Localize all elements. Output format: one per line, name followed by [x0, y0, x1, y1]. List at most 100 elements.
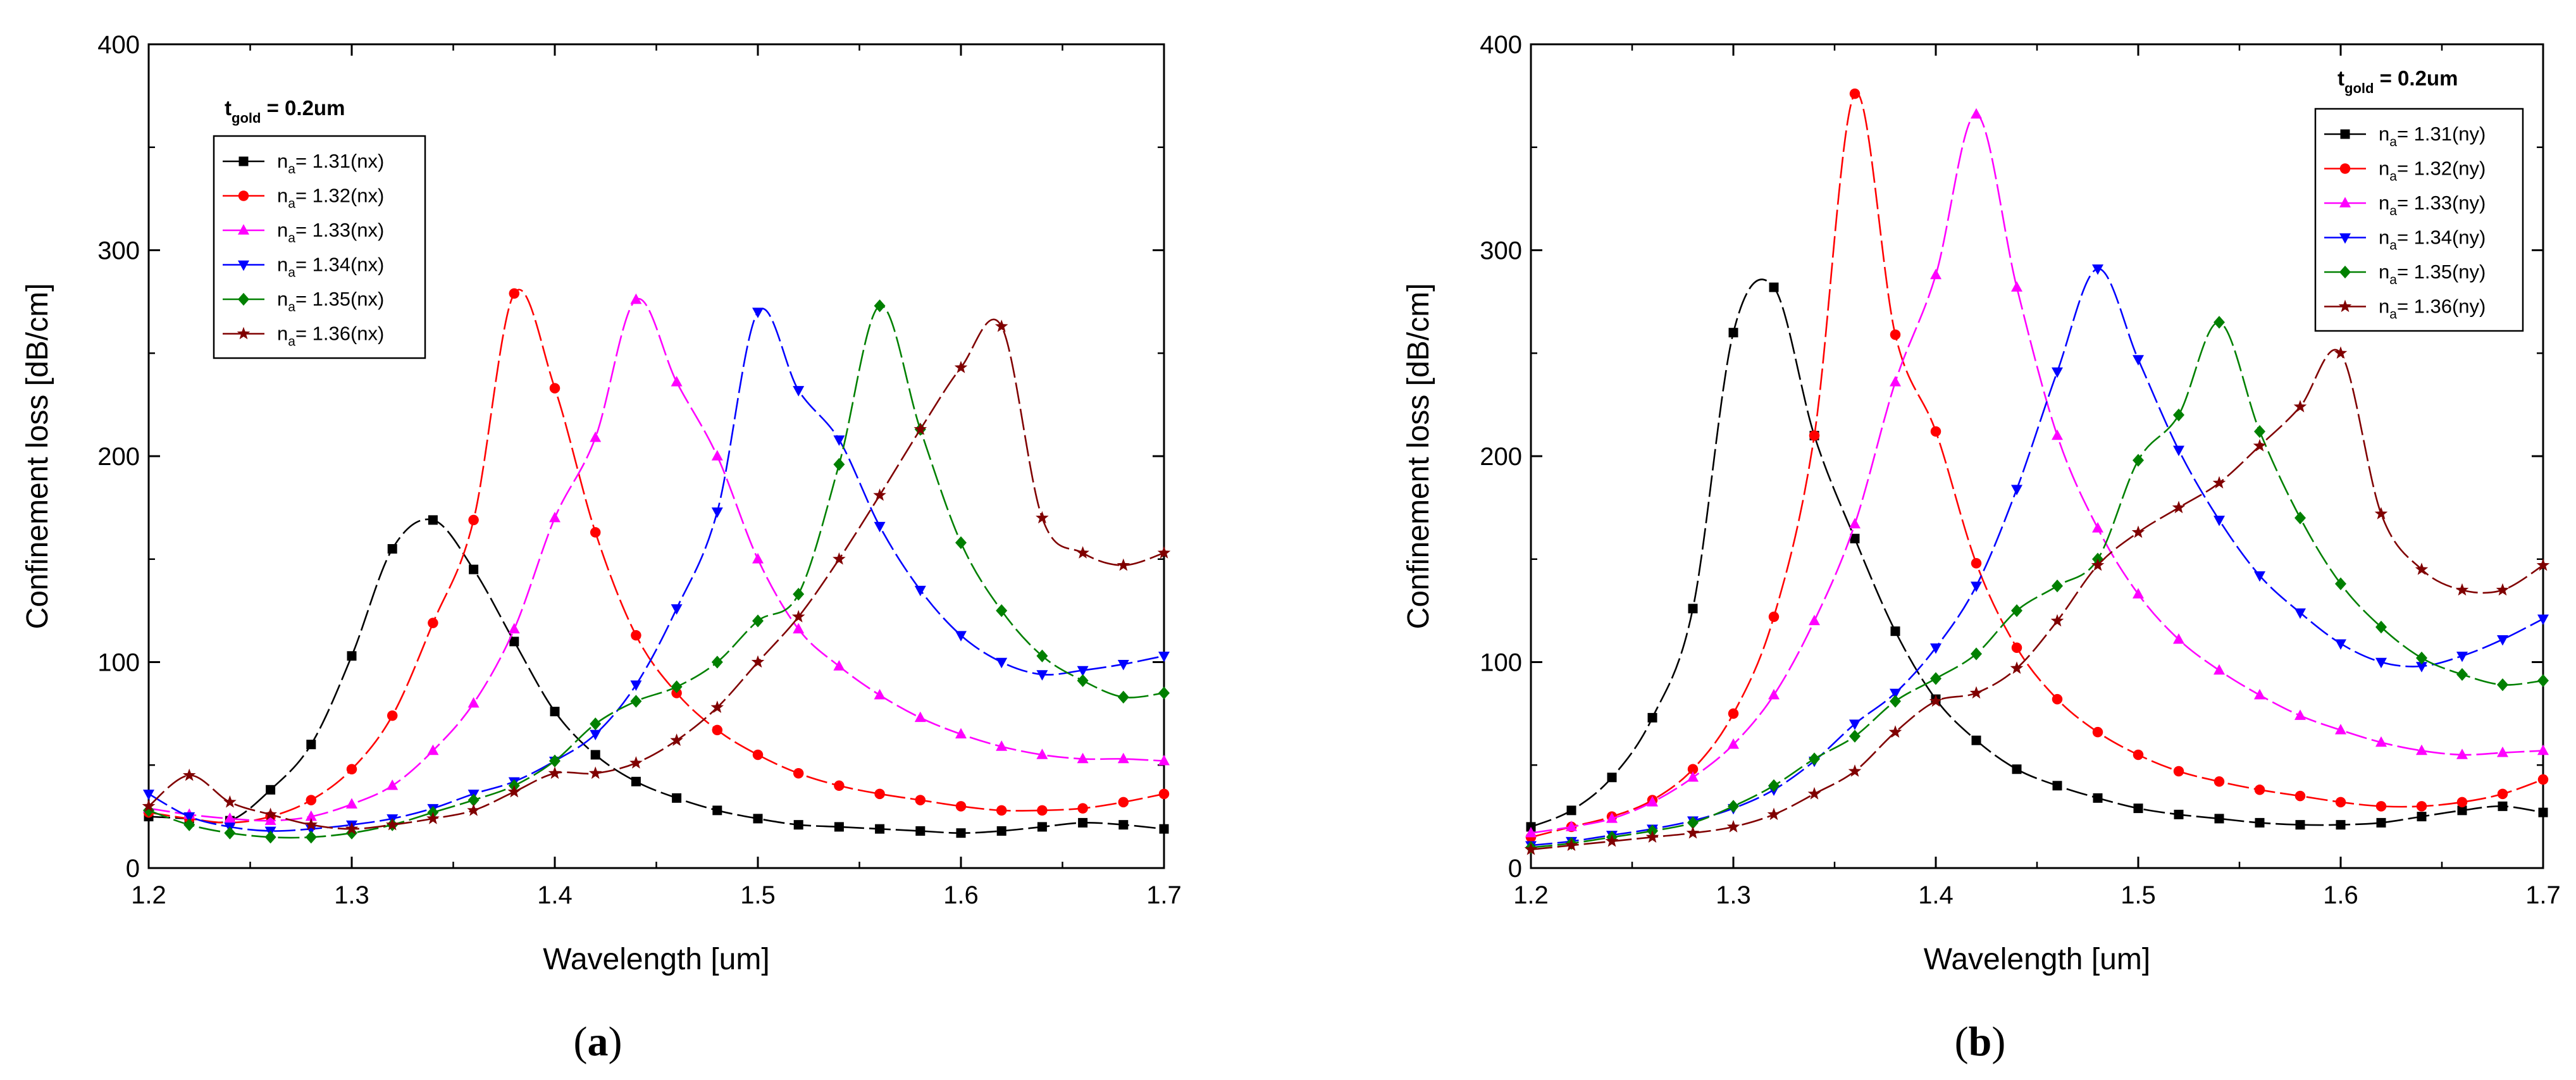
legend-entry-sub: a: [2389, 273, 2397, 287]
data-point: [1849, 719, 1861, 730]
x-tick-label: 1.5: [740, 881, 776, 909]
data-point: [711, 655, 723, 669]
series-line: [1530, 349, 2544, 850]
legend-entry-label: na= 1.36(nx): [277, 323, 384, 349]
data-point: [711, 450, 723, 461]
data-point: [508, 623, 520, 634]
data-point: [994, 320, 1008, 332]
data-point: [631, 630, 641, 641]
data-point: [2416, 801, 2427, 812]
data-point: [996, 805, 1007, 816]
data-point: [2456, 651, 2468, 662]
data-point: [1606, 812, 1618, 823]
data-point: [2497, 746, 2508, 757]
legend-entry-label: na= 1.32(nx): [277, 185, 384, 211]
data-point: [1117, 558, 1130, 571]
data-point: [671, 376, 683, 387]
y-axis-title: Confinement loss [dB/cm]: [21, 283, 54, 630]
data-point: [793, 386, 805, 397]
x-tick-label: 1.5: [2121, 881, 2156, 909]
legend-entry-label: na= 1.31(nx): [277, 150, 384, 177]
series-line: [148, 289, 1165, 824]
data-point: [2011, 485, 2022, 495]
data-point: [2375, 801, 2387, 812]
data-point: [955, 728, 967, 739]
data-point: [954, 361, 968, 373]
data-point: [915, 795, 926, 805]
data-point: [2214, 664, 2225, 675]
data-point: [956, 828, 966, 838]
data-point: [1930, 643, 1941, 654]
data-point: [1890, 376, 1901, 387]
data-point: [387, 779, 399, 790]
legend-entry-main: n: [2379, 295, 2389, 318]
data-point: [1117, 752, 1129, 764]
data-point: [590, 431, 602, 442]
data-point: [1605, 834, 1619, 847]
thickness-annotation-main: t: [2338, 66, 2344, 90]
data-point: [2375, 657, 2387, 669]
data-point: [710, 700, 724, 713]
data-point: [264, 807, 277, 821]
data-point: [913, 422, 927, 435]
data-point: [874, 788, 885, 800]
data-point: [955, 801, 967, 812]
data-point: [1969, 686, 1983, 699]
data-point: [2173, 633, 2184, 644]
data-point: [833, 552, 846, 565]
legend-entry-sub: a: [288, 266, 295, 280]
data-point: [2537, 774, 2549, 785]
legend-entry-main: n: [277, 219, 288, 241]
data-point: [2093, 793, 2103, 803]
data-point: [2131, 525, 2145, 538]
data-point: [1809, 752, 1820, 766]
data-point: [1077, 666, 1089, 677]
data-point: [1849, 729, 1861, 743]
data-point: [1036, 670, 1048, 681]
legend-entry-label: na= 1.31(ny): [2379, 123, 2486, 149]
data-point: [1768, 779, 1780, 792]
data-point: [2254, 785, 2265, 795]
legend-marker: [238, 190, 249, 201]
data-point: [671, 680, 683, 693]
data-point: [791, 610, 805, 623]
data-point: [183, 812, 195, 823]
data-point: [1564, 838, 1578, 851]
data-point: [2254, 425, 2265, 438]
data-point: [2295, 820, 2305, 830]
data-point: [1525, 826, 1537, 838]
legend-entry-rest: = 1.34(ny): [2397, 227, 2486, 249]
data-point: [1769, 282, 1779, 292]
legend-entry-sub: a: [288, 162, 295, 177]
data-point: [1888, 725, 1902, 738]
data-point: [1768, 611, 1780, 623]
data-point: [2457, 805, 2467, 816]
data-point: [2010, 661, 2024, 674]
data-point: [2538, 807, 2548, 817]
data-point: [793, 623, 805, 634]
thickness-annotation-rest: = 0.2um: [2374, 66, 2458, 90]
data-point: [548, 766, 562, 779]
data-point: [2375, 621, 2387, 634]
legend-entry-rest: = 1.35(nx): [295, 288, 384, 310]
data-point: [2293, 400, 2307, 413]
data-point: [266, 785, 276, 795]
series-line: [1530, 321, 2544, 848]
data-point: [2133, 355, 2144, 366]
data-point: [1688, 604, 1698, 614]
data-point: [1037, 822, 1047, 832]
data-point: [2498, 801, 2508, 811]
chart-panel-a: 1.2 1.3 1.4 1.5 1.6 1.7 0 100 200 300 400 Wavelengt…: [21, 31, 1182, 976]
data-point: [264, 831, 276, 844]
legend-entry-sub: a: [288, 300, 295, 314]
data-point: [1078, 817, 1088, 828]
legend-entry-main: n: [2379, 158, 2389, 180]
data-point: [1607, 773, 1617, 783]
data-point: [833, 435, 845, 446]
data-point: [346, 764, 357, 775]
data-point: [2173, 766, 2184, 777]
x-axis-title: Wavelength [um]: [1924, 943, 2150, 976]
legend-marker: [2339, 163, 2351, 174]
data-point: [2173, 445, 2184, 456]
data-point: [2052, 367, 2063, 378]
